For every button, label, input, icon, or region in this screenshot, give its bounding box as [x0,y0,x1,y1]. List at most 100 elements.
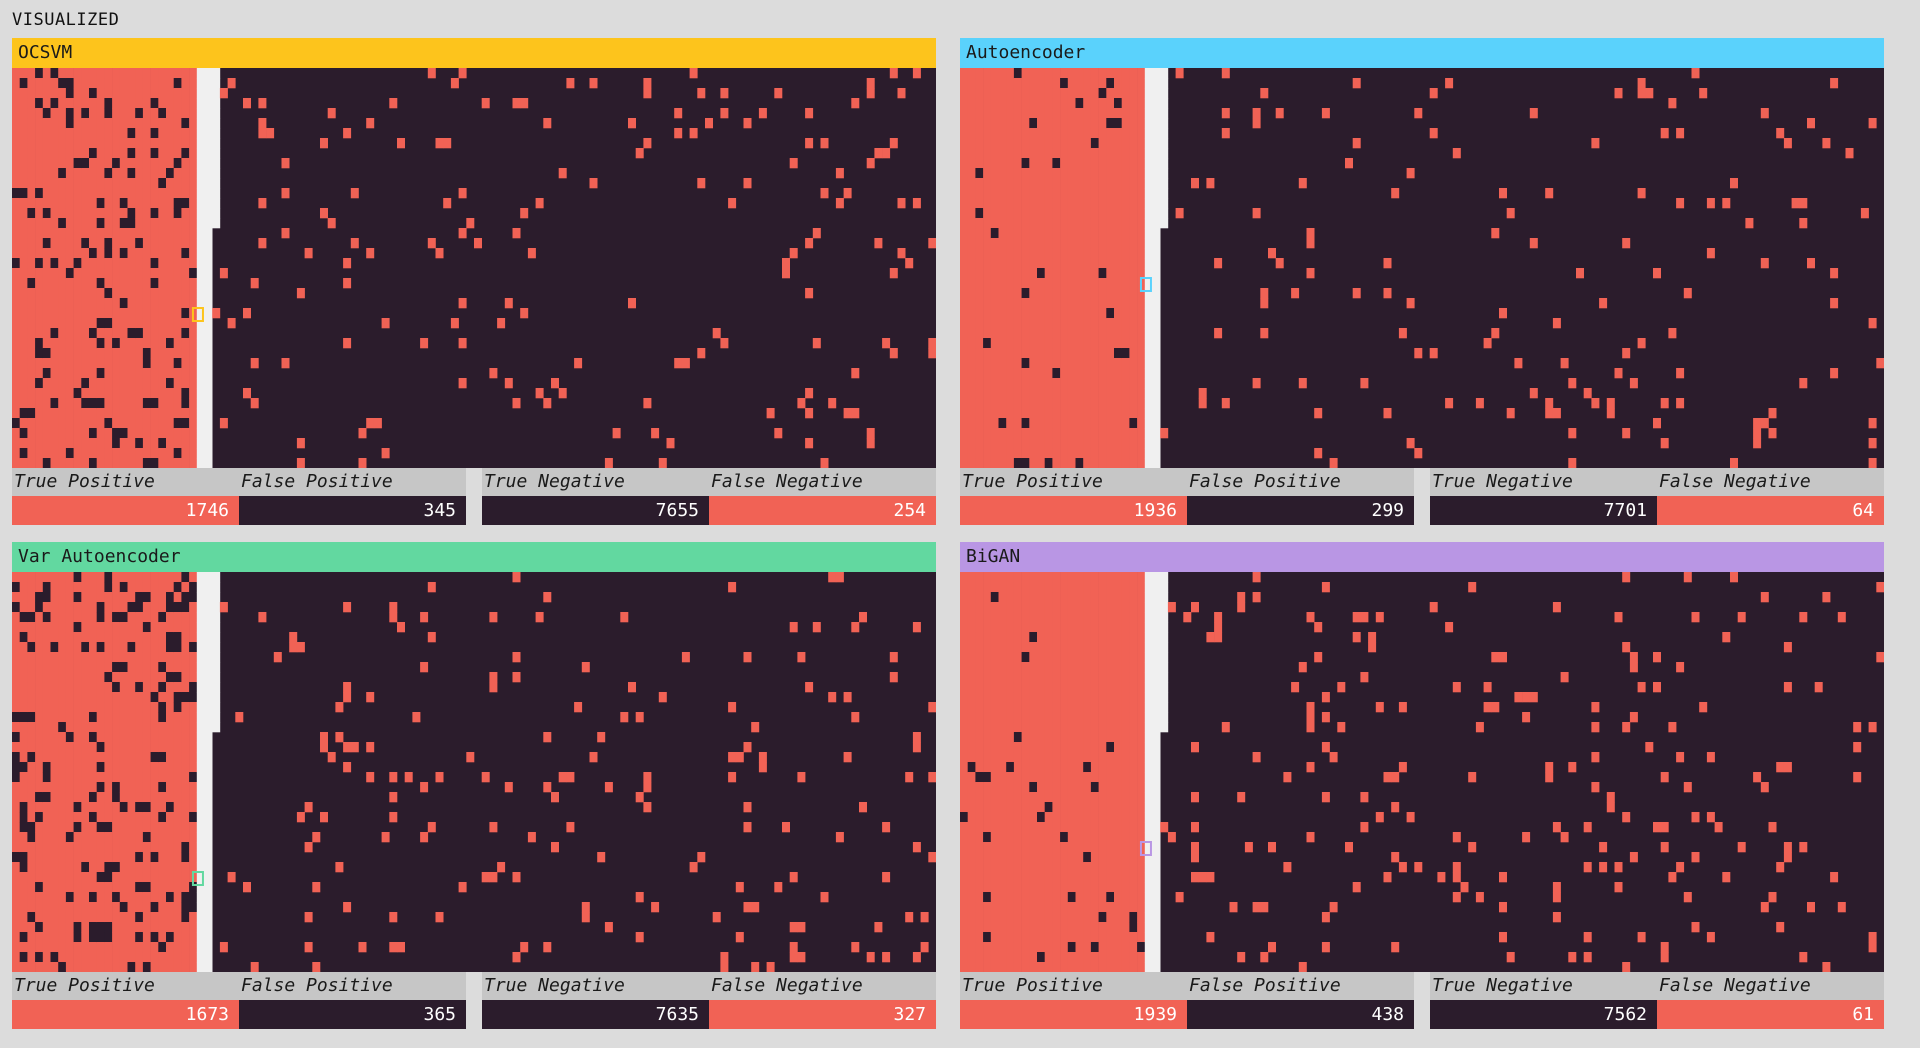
true-positive-cell [960,692,968,703]
true-positive-cell [1114,448,1122,459]
false-positive-cell [1799,198,1808,209]
true-positive-cell [166,78,174,89]
true-positive-cell [58,358,67,369]
false-positive-cell [1167,602,1176,613]
true-positive-cell [19,158,28,169]
true-positive-cell [1129,188,1138,199]
false-negative-cell [173,358,182,369]
true-positive-cell [1075,672,1084,683]
true-positive-cell [1090,348,1099,359]
false-negative-cell [158,752,167,763]
true-positive-cell [1044,962,1053,972]
true-positive-cell [142,952,151,963]
true-positive-cell [1075,712,1084,723]
true-positive-cell [104,178,113,189]
true-positive-cell [104,692,113,703]
true-positive-cell [1090,752,1099,763]
true-positive-cell [1129,792,1138,803]
true-positive-cell [89,832,97,843]
false-positive-cell [843,188,852,199]
boundary-cell [1144,662,1153,673]
true-positive-cell [960,942,968,953]
false-positive-cell [397,942,405,953]
true-positive-cell [42,952,51,963]
true-positive-cell [975,318,984,329]
true-positive-cell [990,712,999,723]
false-positive-cell [728,752,737,763]
true-positive-cell [1029,792,1038,803]
true-positive-cell [112,208,121,219]
true-positive-cell [166,308,174,319]
boundary-cell [196,642,205,653]
false-positive-cell [1329,902,1338,913]
true-positive-cell [119,208,128,219]
true-positive-cell [127,298,136,309]
selected-cell-marker[interactable] [191,307,204,322]
true-positive-cell [1006,752,1015,763]
boundary-cell [196,398,205,409]
true-positive-cell [142,822,151,833]
true-positive-cell [104,622,113,633]
false-positive-cell [1198,872,1207,883]
true-positive-cell [50,662,59,673]
false-positive-cell [689,68,698,79]
true-positive-cell [990,408,999,419]
true-positive-cell [975,188,984,199]
true-positive-cell [975,438,984,449]
boundary-cell [196,762,205,773]
true-positive-cell [173,118,182,129]
boundary-cell [1152,612,1161,623]
true-positive-cell [119,892,128,903]
true-positive-cell [967,612,976,623]
false-positive-cell [1352,138,1361,149]
true-positive-cell [1013,108,1022,119]
true-positive-cell [189,148,198,159]
selected-cell-marker[interactable] [1139,277,1152,292]
true-positive-cell [19,388,28,399]
false-negative-cell [104,238,113,249]
true-positive-cell [50,802,59,813]
false-positive-cell [912,732,921,743]
true-positive-cell [1075,592,1084,603]
true-positive-cell [12,388,20,399]
true-positive-cell [1067,108,1076,119]
true-positive-cell [1013,882,1022,893]
false-positive-cell [389,942,398,953]
false-positive-cell [643,88,652,99]
false-negative-cell [12,752,20,763]
true-positive-cell [89,338,97,349]
true-positive-cell [89,98,97,109]
true-positive-cell [166,268,174,279]
true-positive-cell [1114,582,1122,593]
selected-cell-marker[interactable] [1139,841,1152,856]
true-positive-cell [189,762,198,773]
true-positive-cell [1029,238,1038,249]
true-positive-cell [142,438,151,449]
true-positive-cell [1006,248,1015,259]
true-positive-cell [1060,208,1069,219]
true-positive-cell [119,782,128,793]
true-positive-cell [1106,88,1115,99]
true-positive-cell [1098,448,1107,459]
true-positive-cell [1067,602,1076,613]
true-positive-cell [1121,742,1130,753]
true-positive-cell [967,148,976,159]
true-positive-cell [1129,592,1138,603]
true-positive-cell [127,952,136,963]
true-positive-cell [1021,832,1030,843]
true-positive-cell [1098,138,1107,149]
true-positive-cell [990,942,999,953]
false-negative-cell [1083,762,1092,773]
true-positive-cell [104,952,113,963]
false-positive-cell [1383,288,1392,299]
true-positive-cell [1137,348,1146,359]
true-positive-cell [1129,78,1138,89]
true-positive-cell [27,722,36,733]
true-positive-cell [990,328,999,339]
boundary-cell [204,892,213,903]
false-positive-cell [1244,842,1253,853]
true-positive-cell [1083,178,1092,189]
true-positive-cell [135,642,144,653]
true-positive-cell [1075,902,1084,913]
selected-cell-marker[interactable] [191,871,204,886]
